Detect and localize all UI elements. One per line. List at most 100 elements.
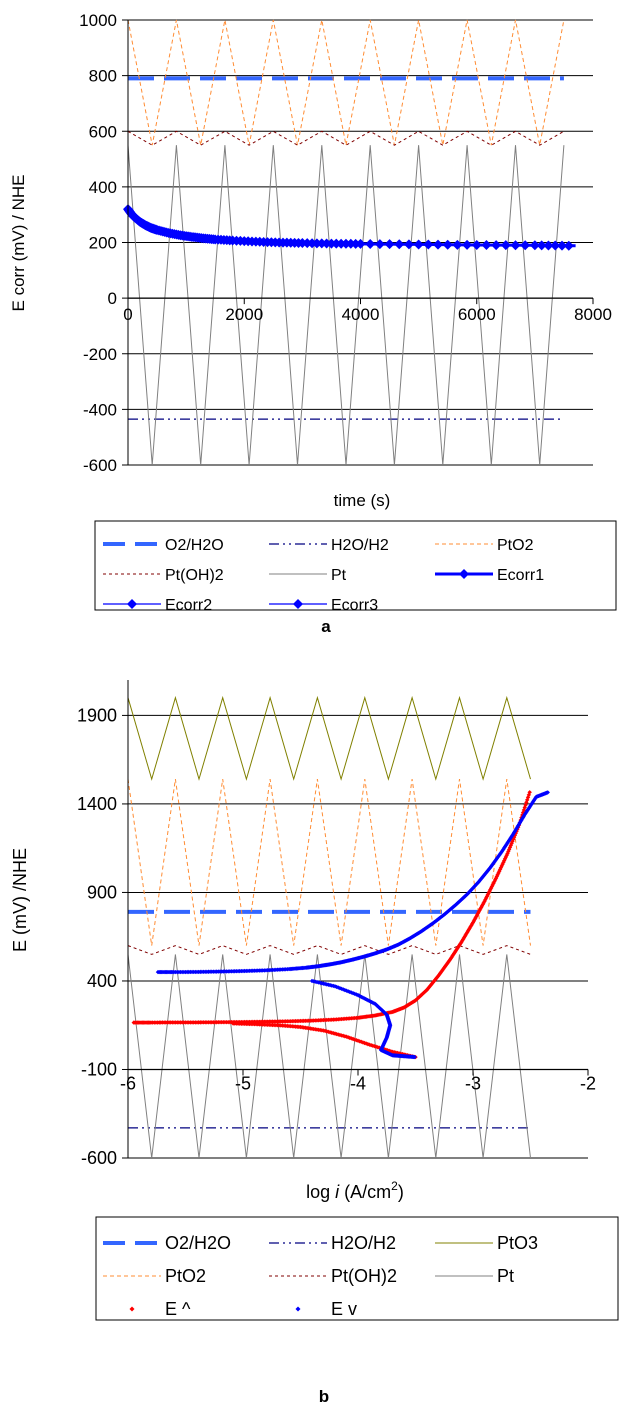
data-point-ecorr1	[394, 239, 405, 250]
chart-b-legend: O2/H2O H2O/H2 PtO3 PtO2 Pt(OH)2 Pt E ^ E v	[95, 1216, 619, 1321]
data-point-e-v-loop	[332, 984, 338, 989]
chart-a-x-tick-labels: 0 2000 4000 6000 8000	[123, 305, 612, 324]
y-tick-label: 0	[108, 289, 117, 308]
data-point-e	[504, 853, 509, 858]
x-tick-label: 0	[123, 305, 132, 324]
chart-a-reference-lines	[128, 76, 564, 420]
data-point-e	[525, 795, 531, 800]
data-point-ecorr1	[365, 238, 376, 249]
data-point-e-cathodic-branch	[350, 1036, 356, 1042]
legend-label-pto2: PtO2	[165, 1266, 206, 1286]
chart-a-x-axis-label: time (s)	[334, 491, 391, 510]
legend-label-pt: Pt	[497, 1266, 514, 1286]
data-point-e	[465, 928, 471, 934]
chart-b-axes	[122, 680, 589, 1159]
chart-a-legend-box	[94, 520, 617, 611]
data-point-ecorr1	[481, 240, 492, 251]
data-point-e	[459, 939, 464, 945]
data-point-e-v-loop	[336, 985, 341, 990]
data-point-e-v-loop	[344, 988, 349, 993]
data-point-ecorr1	[433, 239, 443, 250]
y-tick-label: -600	[83, 456, 117, 475]
data-point-e	[483, 897, 488, 902]
y-tick-label: -600	[81, 1148, 117, 1168]
data-point-e	[482, 899, 487, 904]
legend-label-e-v: E v	[331, 1299, 357, 1319]
chart-b-panel-label: b	[319, 1387, 329, 1406]
x-tick-label: 6000	[458, 305, 496, 324]
data-point-e-v-loop	[352, 991, 357, 997]
data-point-ecorr1	[491, 240, 502, 251]
chart-a: -600 -400 -200 0 200 400 600 800 1000 0 2000 4000 6…	[9, 11, 617, 636]
legend-label-pto2: PtO2	[497, 537, 534, 554]
data-point-e-v	[514, 826, 519, 831]
data-point-e-v	[520, 815, 526, 820]
data-point-e	[525, 797, 530, 803]
y-tick-label: 400	[89, 178, 117, 197]
legend-label-e: E ^	[165, 1299, 191, 1319]
zigzag-pt-oh-2	[127, 945, 531, 955]
data-point-e	[479, 903, 485, 909]
data-point-e	[484, 894, 490, 899]
zigzag-pto2	[127, 779, 531, 946]
data-point-e	[508, 843, 513, 848]
data-point-e	[507, 845, 513, 850]
y-tick-label: 200	[89, 234, 117, 253]
legend-label-pt: Pt	[331, 567, 347, 584]
data-point-e	[480, 902, 486, 907]
data-point-e	[488, 887, 493, 892]
chart-a-axes	[122, 19, 594, 466]
data-point-e-v	[520, 816, 525, 821]
x-tick-label: 4000	[342, 305, 380, 324]
chart-b-y-tick-labels: -600 -100 400 900 1400 1900	[77, 705, 117, 1168]
data-point-ecorr1	[452, 239, 463, 250]
data-point-ecorr1	[510, 240, 521, 251]
legend-marker-e	[129, 1306, 135, 1312]
legend-label-pto3: PtO3	[497, 1233, 538, 1253]
chart-b-legend-box	[95, 1216, 619, 1321]
data-point-ecorr1	[520, 240, 531, 251]
chart-a-y-axis-label: E corr (mV) / NHE	[9, 175, 28, 312]
legend-label-ecorr3: Ecorr3	[331, 597, 378, 614]
x-tick-label: -3	[465, 1073, 481, 1093]
y-tick-label: 1900	[77, 705, 117, 725]
data-point-ecorr1	[543, 240, 554, 251]
chart-b-x-tick-labels: -6 -5 -4 -3 -2	[120, 1073, 596, 1093]
data-point-e	[497, 867, 503, 872]
y-tick-label: -200	[83, 345, 117, 364]
y-tick-label: -100	[81, 1059, 117, 1079]
legend-label-h2o-h2: H2O/H2	[331, 1233, 396, 1253]
data-point-e	[492, 879, 497, 884]
data-point-ecorr1	[500, 240, 511, 251]
chart-a-zigzag-lines	[127, 19, 565, 466]
data-point-e-cathodic-branch	[230, 1021, 236, 1026]
data-point-e	[487, 889, 492, 894]
chart-a-y-tick-labels: -600 -400 -200 0 200 400 600 800 1000	[79, 11, 117, 475]
data-point-e-cathodic-branch	[360, 1040, 366, 1045]
chart-b-x-axis-label: log i (A/cm2)	[306, 1179, 404, 1202]
data-point-e	[485, 892, 490, 897]
chart-a-legend: O2/H2O H2O/H2 PtO2 Pt(OH)2 Pt Ecorr1 Ecorr2 Eco…	[94, 520, 617, 614]
zigzag-pt	[127, 145, 565, 466]
data-point-ecorr1	[563, 240, 574, 251]
data-point-e	[473, 915, 478, 921]
legend-marker-ecorr1	[459, 569, 469, 579]
y-tick-label: 900	[87, 882, 117, 902]
y-tick-label: -400	[83, 400, 117, 419]
data-point-e-v	[155, 969, 161, 975]
data-point-ecorr1	[471, 240, 482, 251]
x-tick-label: 8000	[574, 305, 612, 324]
data-point-e	[527, 790, 532, 795]
data-point-e	[497, 869, 502, 874]
zigzag-pt	[127, 954, 531, 1159]
legend-label-o2-h2o: O2/H2O	[165, 537, 224, 554]
y-tick-label: 600	[89, 122, 117, 141]
legend-marker-ecorr2	[127, 599, 137, 609]
data-point-e-cathodic-branch	[359, 1039, 364, 1045]
data-point-ecorr1	[384, 239, 395, 250]
chart-b: -600 -100 400 900 1400 1900 -6 -5 -4 -3 -2 E (mV)…	[10, 680, 619, 1406]
data-point-ecorr1	[374, 239, 385, 250]
data-point-ecorr1	[442, 239, 453, 250]
data-point-e	[486, 890, 491, 896]
legend-label-pt-oh-2: Pt(OH)2	[331, 1266, 397, 1286]
